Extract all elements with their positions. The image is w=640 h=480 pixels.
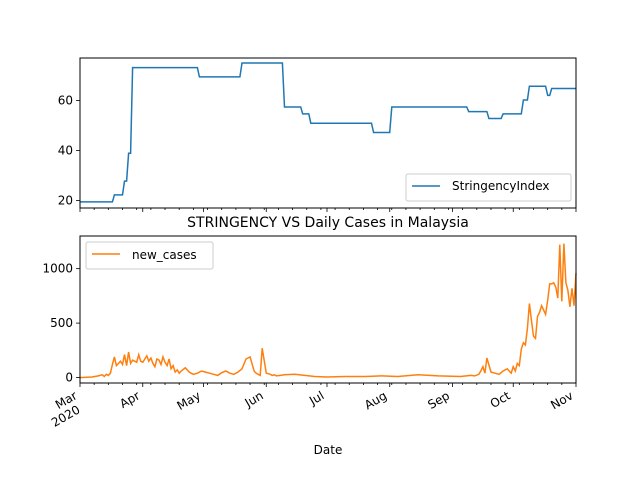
stringency-y-tick-label: 20	[58, 194, 73, 208]
cases-legend-box	[85, 241, 214, 270]
stringency-y-tick-label: 60	[58, 94, 73, 108]
cases-legend-label: new_cases	[132, 248, 197, 262]
cases-y-ticks: 0 500 1000	[42, 262, 80, 385]
x-tick-label: Jul	[306, 388, 326, 408]
stringency-legend: StringencyIndex	[405, 173, 572, 202]
stringency-x-minor-ticks	[79, 208, 577, 212]
cases-axes: STRINGENCY VS Daily Cases in Malaysia 0 5…	[42, 215, 577, 457]
stringency-y-tick-label: 40	[58, 144, 73, 158]
cases-axes-frame	[79, 235, 577, 384]
new-cases-line	[79, 243, 577, 379]
stringency-legend-box	[405, 173, 572, 202]
stringency-y-ticks: 20 40 60	[58, 94, 80, 208]
cases-y-tick-label: 0	[65, 371, 73, 385]
cases-y-tick-label: 1000	[42, 262, 73, 276]
cases-legend: new_cases	[85, 241, 214, 270]
cases-x-minor-ticks	[93, 383, 563, 385]
stringency-axes: 20 40 60 StringencyIndex	[58, 57, 577, 212]
stringency-legend-label: StringencyIndex	[452, 179, 550, 193]
x-axis-label: Date	[314, 443, 343, 457]
cases-y-tick-label: 500	[50, 316, 73, 330]
stringency-line	[80, 62, 576, 203]
stringency-axes-frame	[79, 57, 577, 209]
chart-title: STRINGENCY VS Daily Cases in Malaysia	[187, 215, 469, 231]
